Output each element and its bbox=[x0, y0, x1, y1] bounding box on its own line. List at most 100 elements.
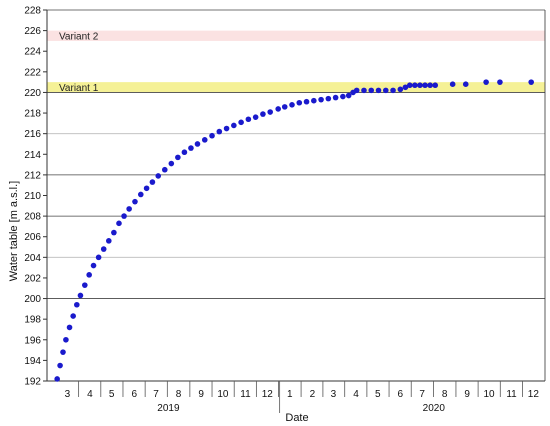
data-point bbox=[105, 238, 112, 244]
reference-band-2 bbox=[47, 30, 545, 41]
data-point bbox=[209, 132, 215, 139]
x-year-label: 2020 bbox=[423, 403, 446, 414]
data-point bbox=[231, 122, 237, 129]
data-point bbox=[238, 119, 244, 126]
data-point bbox=[143, 185, 150, 192]
data-point bbox=[121, 213, 127, 219]
data-point bbox=[375, 87, 382, 94]
y-tick-label: 224 bbox=[24, 47, 41, 58]
y-tick-label: 210 bbox=[24, 191, 41, 202]
data-point bbox=[449, 81, 456, 87]
data-point bbox=[188, 145, 194, 151]
y-tick-label: 220 bbox=[24, 88, 41, 99]
data-point bbox=[66, 324, 73, 331]
data-point bbox=[267, 109, 273, 115]
y-axis-label: Water table [m a.s.l.] bbox=[8, 181, 20, 281]
data-point bbox=[412, 82, 418, 89]
data-point bbox=[311, 97, 317, 104]
data-point bbox=[57, 362, 63, 369]
data-point bbox=[318, 96, 324, 103]
data-point bbox=[528, 79, 534, 85]
x-tick-label: 3 bbox=[331, 389, 337, 400]
data-point bbox=[155, 173, 162, 179]
x-tick-label: 5 bbox=[109, 389, 115, 400]
y-tick-label: 204 bbox=[24, 253, 41, 264]
bands-layer: Variant 1 Variant 2 bbox=[47, 30, 545, 94]
x-tick-label: 7 bbox=[153, 389, 159, 400]
data-point bbox=[406, 82, 413, 89]
data-point bbox=[289, 102, 295, 108]
y-tick-label: 212 bbox=[24, 170, 41, 181]
data-point bbox=[70, 313, 76, 319]
x-tick-label: 6 bbox=[398, 389, 404, 400]
data-point bbox=[54, 376, 60, 382]
data-point bbox=[296, 99, 303, 106]
gridlines-layer bbox=[47, 9, 545, 299]
y-tick-label: 198 bbox=[24, 315, 41, 326]
data-point bbox=[60, 349, 66, 355]
data-point bbox=[402, 84, 409, 91]
y-tick-label: 194 bbox=[24, 356, 41, 367]
data-point bbox=[168, 160, 175, 167]
y-tick-label: 226 bbox=[24, 26, 41, 37]
y-tick-label: 218 bbox=[24, 109, 41, 120]
data-point bbox=[422, 82, 428, 89]
y-tick-label: 206 bbox=[24, 232, 41, 243]
x-tick-label: 4 bbox=[353, 389, 359, 400]
data-point bbox=[181, 149, 188, 156]
data-point bbox=[77, 292, 84, 299]
data-point bbox=[100, 246, 107, 252]
x-tick-label: 8 bbox=[442, 389, 448, 400]
data-point bbox=[275, 106, 281, 112]
data-points-layer bbox=[54, 79, 534, 382]
data-point bbox=[63, 336, 69, 343]
data-point bbox=[390, 87, 396, 94]
y-tick-label: 216 bbox=[24, 129, 41, 140]
data-point bbox=[216, 128, 223, 135]
data-point bbox=[462, 81, 469, 87]
y-tick-label: 222 bbox=[24, 67, 41, 78]
data-point bbox=[201, 137, 208, 143]
reference-band-label-2: Variant 2 bbox=[59, 31, 99, 42]
x-tick-label: 7 bbox=[419, 389, 425, 400]
x-tick-label: 6 bbox=[131, 389, 137, 400]
data-point bbox=[82, 282, 88, 288]
y-tick-label: 192 bbox=[24, 377, 41, 388]
data-point bbox=[74, 301, 80, 308]
labels-layer: Water table [m a.s.l.] Date bbox=[8, 181, 309, 424]
data-point bbox=[340, 93, 346, 100]
x-tick-label: 12 bbox=[528, 389, 540, 400]
x-tick-label: 3 bbox=[65, 389, 71, 400]
x-tick-label: 4 bbox=[87, 389, 93, 400]
x-tick-label: 10 bbox=[483, 389, 495, 400]
data-point bbox=[397, 86, 404, 93]
data-point bbox=[432, 82, 439, 89]
data-point bbox=[427, 82, 433, 89]
data-point bbox=[368, 87, 375, 94]
data-point bbox=[281, 104, 288, 110]
data-point bbox=[260, 111, 266, 117]
x-tick-label: 5 bbox=[375, 389, 381, 400]
data-point bbox=[86, 272, 92, 278]
data-point bbox=[303, 98, 310, 105]
data-point bbox=[483, 79, 489, 85]
data-point bbox=[137, 191, 144, 198]
y-tick-label: 202 bbox=[24, 273, 41, 284]
data-point bbox=[332, 94, 339, 101]
y-tick-label: 228 bbox=[24, 6, 41, 17]
data-point bbox=[345, 92, 352, 99]
data-point bbox=[116, 220, 122, 227]
data-point bbox=[325, 95, 332, 102]
x-year-label: 2019 bbox=[157, 403, 180, 414]
data-point bbox=[90, 262, 97, 269]
data-point bbox=[361, 87, 367, 94]
x-tick-label: 9 bbox=[464, 389, 470, 400]
x-tick-label: 8 bbox=[176, 389, 182, 400]
data-point bbox=[497, 79, 503, 85]
reference-band-label-1: Variant 1 bbox=[59, 83, 99, 94]
x-tick-label: 9 bbox=[198, 389, 204, 400]
data-point bbox=[95, 254, 102, 261]
data-point bbox=[126, 206, 132, 212]
data-point bbox=[252, 114, 259, 120]
